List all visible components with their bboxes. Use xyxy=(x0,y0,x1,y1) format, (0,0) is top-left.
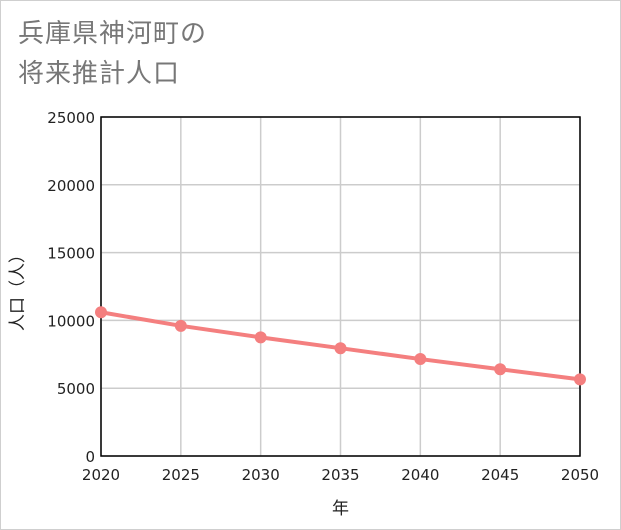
grid-lines xyxy=(100,116,581,457)
y-axis-label: 人口（人） xyxy=(8,246,28,331)
x-tick-label: 2025 xyxy=(162,466,200,484)
y-tick-label: 20000 xyxy=(47,177,95,195)
data-point xyxy=(254,331,267,344)
x-tick-label: 2045 xyxy=(481,466,519,484)
plot-area xyxy=(100,116,581,457)
chart-title-line-2: 将来推計人口 xyxy=(18,59,181,89)
data-point xyxy=(174,319,187,332)
x-axis-ticks: 2020 2025 2030 2035 2040 2045 2050 xyxy=(82,466,599,484)
y-tick-label: 15000 xyxy=(47,245,95,263)
y-tick-label: 5000 xyxy=(57,380,95,398)
data-point xyxy=(334,342,347,355)
y-tick-label: 25000 xyxy=(47,109,95,127)
data-point xyxy=(494,363,507,376)
x-tick-label: 2020 xyxy=(82,466,120,484)
data-point xyxy=(574,373,586,386)
chart-title: 兵庫県神河町の 将来推計人口 xyxy=(18,14,207,94)
series-group xyxy=(95,306,586,386)
y-axis-ticks: 0 5000 10000 15000 20000 25000 xyxy=(47,109,95,466)
x-tick-label: 2035 xyxy=(321,466,359,484)
data-point xyxy=(95,306,107,319)
y-tick-label: 10000 xyxy=(47,312,95,330)
chart-title-line-1: 兵庫県神河町の xyxy=(18,19,208,49)
x-tick-label: 2050 xyxy=(561,466,599,484)
x-tick-label: 2040 xyxy=(401,466,439,484)
x-tick-label: 2030 xyxy=(242,466,280,484)
y-tick-label: 0 xyxy=(85,448,95,466)
x-axis-label: 年 xyxy=(332,499,349,519)
data-point xyxy=(414,353,427,366)
